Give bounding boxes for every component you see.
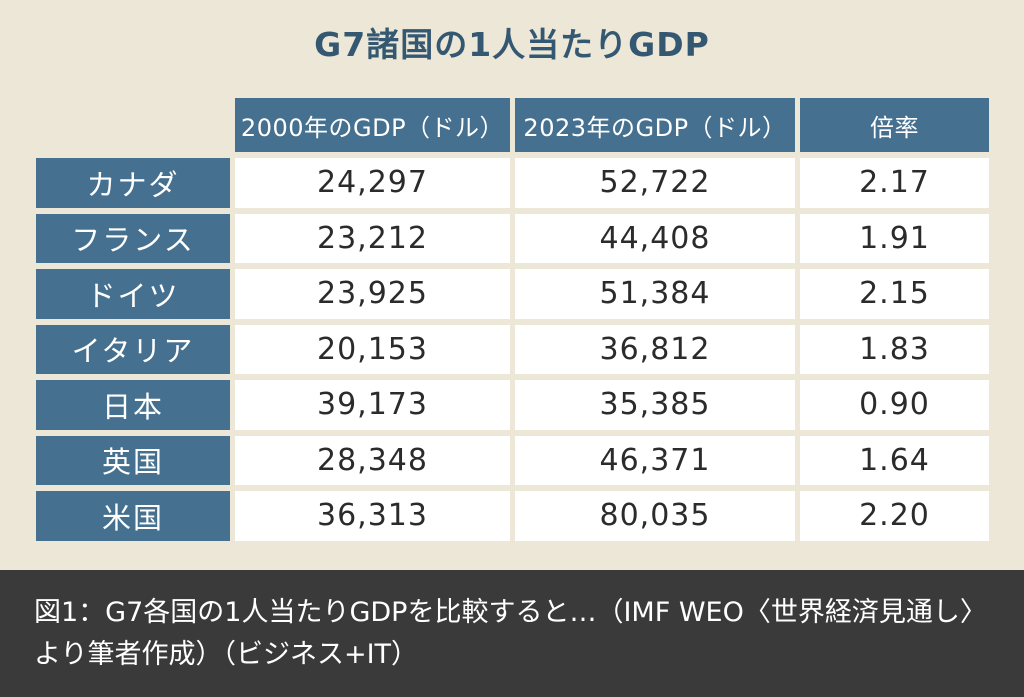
gdp-2000-cell: 20,153: [235, 324, 510, 374]
gdp-2023-cell: 44,408: [515, 213, 795, 263]
row-header-country: イタリア: [36, 324, 230, 374]
column-header-gdp-2023: 2023年のGDP（ドル）: [515, 98, 795, 152]
gdp-2023-cell: 52,722: [515, 158, 795, 208]
gdp-2023-cell: 46,371: [515, 435, 795, 485]
gdp-2000-cell: 23,212: [235, 213, 510, 263]
figure: G7諸国の1人当たりGDP 2000年のGDP（ドル） 2023年のGDP（ドル…: [36, 25, 989, 541]
ratio-cell: 2.15: [800, 269, 989, 319]
gdp-2023-cell: 80,035: [515, 491, 795, 541]
gdp-2000-cell: 23,925: [235, 269, 510, 319]
caption-box: 図1：G7各国の1人当たりGDPを比較すると…（IMF WEO〈世界経済見通し〉…: [0, 570, 1024, 697]
gdp-2023-cell: 35,385: [515, 380, 795, 430]
ratio-cell: 1.91: [800, 213, 989, 263]
gdp-2023-cell: 51,384: [515, 269, 795, 319]
gdp-2000-cell: 24,297: [235, 158, 510, 208]
row-header-country: ドイツ: [36, 269, 230, 319]
ratio-cell: 1.64: [800, 435, 989, 485]
gdp-2000-cell: 36,313: [235, 491, 510, 541]
ratio-cell: 0.90: [800, 380, 989, 430]
column-header-ratio: 倍率: [800, 98, 989, 152]
ratio-cell: 1.83: [800, 324, 989, 374]
row-header-country: 米国: [36, 491, 230, 541]
figure-caption: 図1：G7各国の1人当たりGDPを比較すると…（IMF WEO〈世界経済見通し〉…: [34, 597, 987, 670]
column-header-gdp-2000: 2000年のGDP（ドル）: [235, 98, 510, 152]
gdp-2000-cell: 39,173: [235, 380, 510, 430]
gdp-2000-cell: 28,348: [235, 435, 510, 485]
row-header-country: カナダ: [36, 158, 230, 208]
ratio-cell: 2.20: [800, 491, 989, 541]
ratio-cell: 2.17: [800, 158, 989, 208]
row-header-country: 英国: [36, 435, 230, 485]
gdp-2023-cell: 36,812: [515, 324, 795, 374]
row-header-country: フランス: [36, 213, 230, 263]
gdp-table: 2000年のGDP（ドル） 2023年のGDP（ドル） 倍率 カナダ 24,297…: [36, 98, 989, 541]
chart-title: G7諸国の1人当たりGDP: [314, 25, 710, 64]
row-header-country: 日本: [36, 380, 230, 430]
table-corner: [36, 98, 230, 152]
